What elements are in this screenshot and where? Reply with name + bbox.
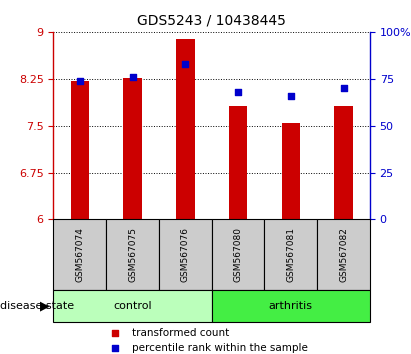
Bar xyxy=(106,219,159,290)
Point xyxy=(340,85,347,91)
Text: GSM567080: GSM567080 xyxy=(233,227,242,282)
Bar xyxy=(53,219,106,290)
Point xyxy=(182,61,189,67)
Point xyxy=(76,78,83,84)
Text: GSM567082: GSM567082 xyxy=(339,227,348,282)
Text: arthritis: arthritis xyxy=(269,301,313,311)
Bar xyxy=(212,290,370,322)
Point xyxy=(112,331,118,336)
Text: percentile rank within the sample: percentile rank within the sample xyxy=(132,343,307,353)
Text: GSM567074: GSM567074 xyxy=(75,227,84,282)
Point xyxy=(235,89,241,95)
Point xyxy=(112,345,118,350)
Text: GSM567081: GSM567081 xyxy=(286,227,295,282)
Bar xyxy=(159,219,212,290)
Point xyxy=(287,93,294,98)
Bar xyxy=(123,78,142,219)
Text: ▶: ▶ xyxy=(40,300,49,313)
Bar xyxy=(212,219,264,290)
Bar xyxy=(176,39,194,219)
Bar xyxy=(53,290,212,322)
Bar xyxy=(317,219,370,290)
Text: GSM567076: GSM567076 xyxy=(181,227,190,282)
Bar xyxy=(282,122,300,219)
Bar xyxy=(334,105,353,219)
Text: transformed count: transformed count xyxy=(132,328,229,338)
Bar xyxy=(264,219,317,290)
Point xyxy=(129,74,136,80)
Text: disease state: disease state xyxy=(0,301,74,311)
Title: GDS5243 / 10438445: GDS5243 / 10438445 xyxy=(137,14,286,28)
Bar xyxy=(229,105,247,219)
Bar xyxy=(71,81,89,219)
Text: GSM567075: GSM567075 xyxy=(128,227,137,282)
Text: control: control xyxy=(113,301,152,311)
